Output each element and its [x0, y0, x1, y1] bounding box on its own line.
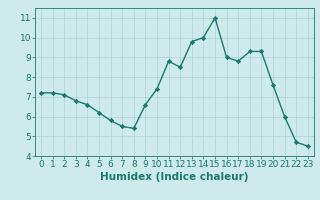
X-axis label: Humidex (Indice chaleur): Humidex (Indice chaleur): [100, 172, 249, 182]
